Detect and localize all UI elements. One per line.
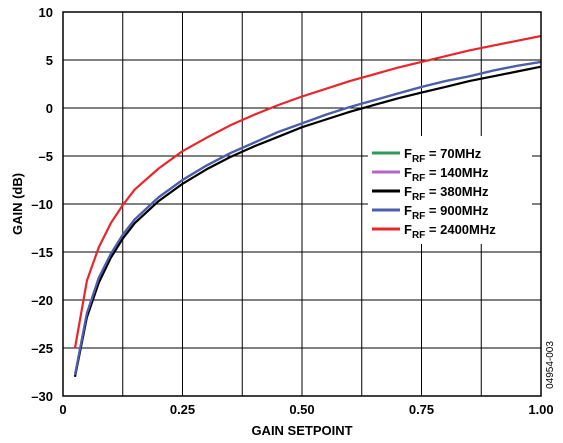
x-tick-label: 0.50 <box>289 402 314 417</box>
x-tick-label: 0.75 <box>409 402 434 417</box>
series-line <box>73 60 542 376</box>
legend-entry: FRF = 2400MHz <box>404 222 496 241</box>
y-tick-label: 0 <box>46 101 53 116</box>
plot-frame <box>62 11 542 397</box>
legend-entry: FRF = 140MHz <box>404 165 489 184</box>
series-line <box>73 34 542 349</box>
y-tick-label: 10 <box>39 5 53 20</box>
legend-entry: FRF = 380MHz <box>404 184 489 203</box>
y-axis-label: GAIN (dB) <box>10 173 25 235</box>
x-tick-label: 0 <box>59 402 66 417</box>
series-layer <box>73 34 542 378</box>
legend-entry: FRF = 70MHz <box>404 146 482 165</box>
legend-entry: FRF = 900MHz <box>404 203 489 222</box>
x-axis-label: GAIN SETPOINT <box>251 423 352 438</box>
y-tick-label: –10 <box>31 197 53 212</box>
y-tick-label: –20 <box>31 293 53 308</box>
series-line <box>73 65 542 378</box>
x-tick-label: 0.25 <box>170 402 195 417</box>
figure-id-annotation: 04954-003 <box>545 341 556 389</box>
y-tick-label: –5 <box>39 149 53 164</box>
y-tick-label: –30 <box>31 389 53 404</box>
y-tick-label: 5 <box>46 53 53 68</box>
x-tick-labels: 0 0.25 0.50 0.75 1.00 <box>59 402 553 417</box>
y-tick-label: –25 <box>31 341 53 356</box>
y-tick-label: –15 <box>31 245 53 260</box>
x-tick-label: 1.00 <box>528 402 553 417</box>
y-tick-labels: 10 5 0 –5 –10 –15 –20 –25 –30 <box>31 5 53 404</box>
